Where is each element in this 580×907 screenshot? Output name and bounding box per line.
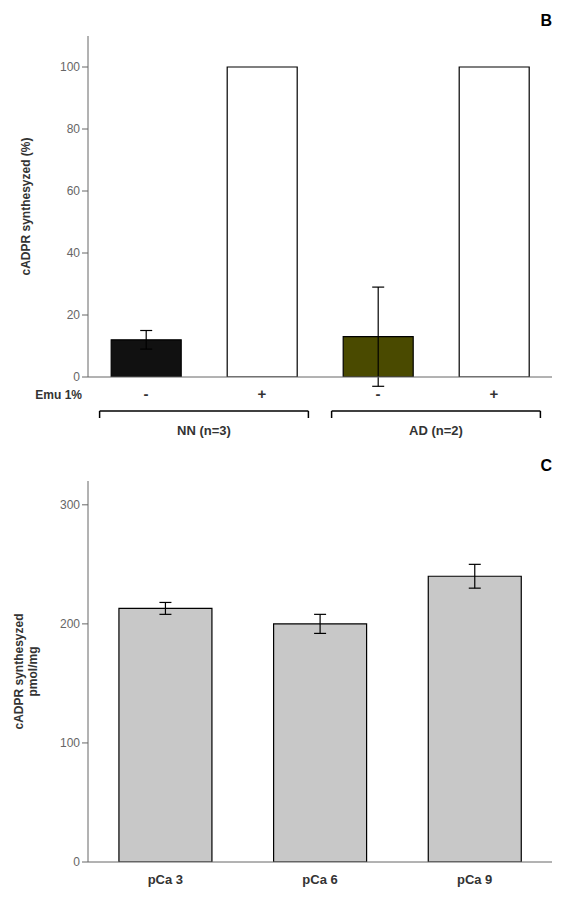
- svg-text:100: 100: [60, 736, 80, 750]
- svg-text:-: -: [376, 385, 381, 402]
- svg-text:0: 0: [73, 855, 80, 869]
- html-text:C: C: [540, 457, 552, 474]
- svg-text:pCa 9: pCa 9: [457, 872, 492, 887]
- svg-text:300: 300: [60, 498, 80, 512]
- svg-text:100: 100: [60, 60, 80, 74]
- svg-text:20: 20: [67, 308, 81, 322]
- svg-text:40: 40: [67, 246, 81, 260]
- svg-text:+: +: [490, 385, 499, 402]
- html-text:B: B: [540, 12, 552, 29]
- svg-text:60: 60: [67, 184, 81, 198]
- svg-text:AD (n=2): AD (n=2): [409, 423, 463, 438]
- svg-text:0: 0: [73, 370, 80, 384]
- svg-text:+: +: [258, 385, 267, 402]
- svg-text:cADPR synthesyzedpmol/mg: cADPR synthesyzedpmol/mg: [12, 613, 40, 729]
- svg-text:-: -: [144, 385, 149, 402]
- svg-text:pCa 6: pCa 6: [302, 872, 337, 887]
- svg-text:NN (n=3): NN (n=3): [177, 423, 231, 438]
- svg-text:Emu 1%: Emu 1%: [35, 388, 82, 402]
- svg-text:cADPR synthesyzed (%): cADPR synthesyzed (%): [19, 137, 33, 275]
- svg-text:80: 80: [67, 122, 81, 136]
- svg-text:200: 200: [60, 617, 80, 631]
- svg-text:pCa 3: pCa 3: [148, 872, 183, 887]
